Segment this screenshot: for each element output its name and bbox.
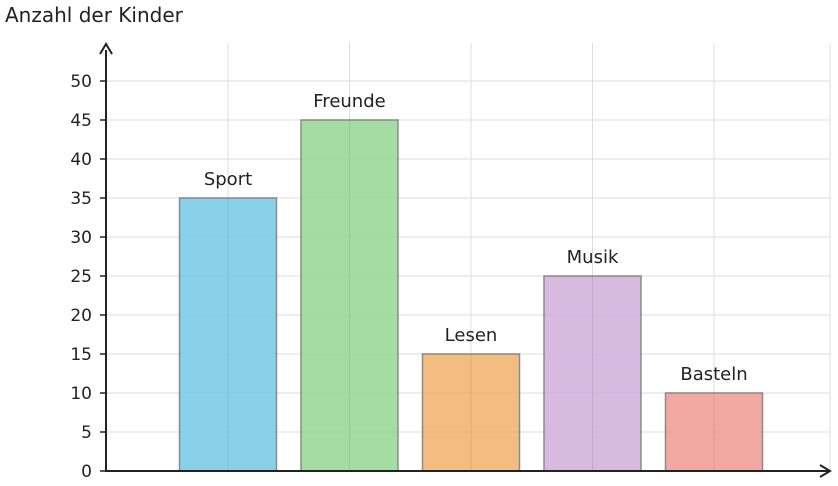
- bar-label: Sport: [204, 169, 252, 190]
- bar-label: Musik: [567, 247, 619, 268]
- bars: [178, 119, 764, 472]
- bar-musik: [543, 275, 642, 472]
- y-tick-label: 45: [70, 111, 92, 131]
- bar-basteln: [664, 392, 764, 472]
- y-tick-label: 25: [70, 267, 92, 287]
- y-ticks: 0 5 10 15 20 25 30 35 40 45 50: [70, 72, 106, 482]
- y-axis-label: Anzahl der Kinder: [5, 3, 184, 27]
- bar-labels: Sport Freunde Lesen Musik Basteln: [204, 91, 748, 385]
- y-tick-label: 35: [70, 189, 92, 209]
- x-axis-arrow: [819, 464, 832, 478]
- bar-label: Freunde: [313, 91, 385, 112]
- y-tick-label: 30: [70, 228, 92, 248]
- bar-sport: [178, 197, 278, 472]
- y-tick-label: 50: [70, 72, 92, 92]
- y-axis-arrow: [99, 42, 113, 55]
- y-tick-label: 5: [81, 423, 92, 443]
- y-tick-label: 10: [70, 384, 92, 404]
- bar-label: Basteln: [680, 364, 747, 385]
- bar-label: Lesen: [445, 325, 498, 346]
- y-tick-label: 0: [81, 462, 92, 482]
- y-tick-label: 15: [70, 345, 92, 365]
- y-tick-label: 40: [70, 150, 92, 170]
- y-tick-label: 20: [70, 306, 92, 326]
